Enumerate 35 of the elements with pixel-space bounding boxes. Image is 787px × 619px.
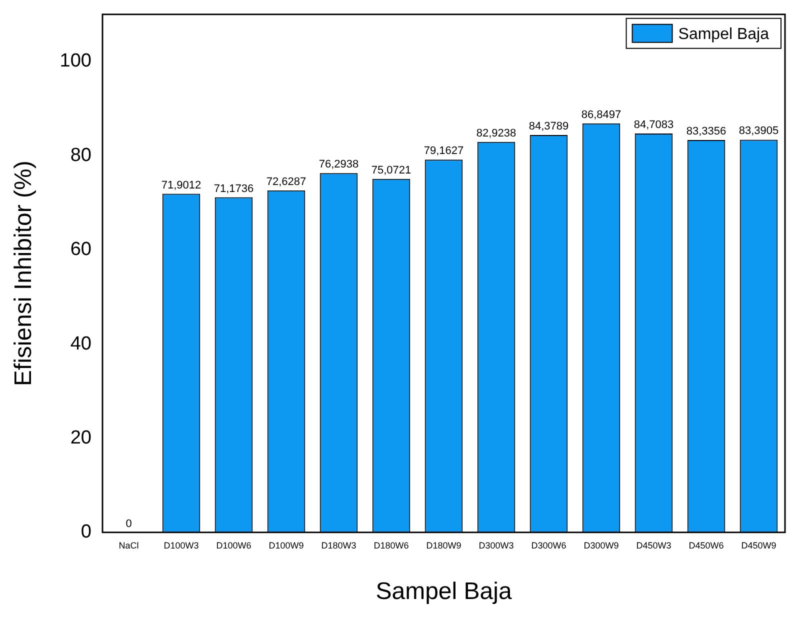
x-tick-label: D180W6 (374, 540, 409, 550)
x-tick-label: D100W6 (216, 540, 252, 550)
data-label: 71,9012 (161, 179, 202, 192)
x-tick-label: D180W3 (321, 540, 356, 550)
x-tick-label: D300W6 (531, 540, 566, 550)
x-axis-title: Sampel Baja (376, 578, 512, 606)
data-label: 0 (126, 518, 132, 530)
y-tick-label: 40 (70, 333, 92, 354)
x-tick-label: D450W6 (688, 540, 724, 550)
y-tick-label: 0 (80, 522, 92, 543)
data-label: 76,2938 (318, 158, 359, 171)
x-tick-label: D100W9 (268, 540, 304, 550)
data-label: 79,1627 (424, 145, 464, 158)
data-label: 82,9238 (476, 127, 516, 140)
data-label: 86,8497 (581, 108, 622, 121)
data-label: 71,1736 (214, 182, 254, 195)
data-label: 84,7083 (634, 119, 674, 132)
y-tick-label: 60 (70, 239, 92, 260)
legend-label: Sampel Baja (678, 26, 770, 43)
y-axis-title: Efisiensi Inhibitor (%) (10, 160, 38, 386)
data-label: 75,0721 (371, 164, 412, 176)
data-label: 72,6287 (266, 176, 306, 188)
data-label: 84,3789 (528, 120, 569, 133)
x-tick-label: NaCl (118, 540, 139, 550)
y-tick-label: 20 (70, 427, 92, 448)
x-tick-label: D300W3 (478, 540, 514, 550)
data-label: 83,3905 (738, 125, 779, 138)
y-tick-label: 80 (70, 144, 92, 166)
x-tick-label: D100W3 (164, 540, 199, 550)
x-tick-label: D450W3 (636, 540, 672, 550)
x-tick-label: D300W9 (584, 540, 619, 550)
data-label: 83,3356 (686, 125, 726, 138)
x-tick-label: D450W9 (741, 540, 776, 550)
x-tick-label: D180W9 (426, 540, 462, 550)
y-tick-label: 100 (60, 50, 92, 72)
